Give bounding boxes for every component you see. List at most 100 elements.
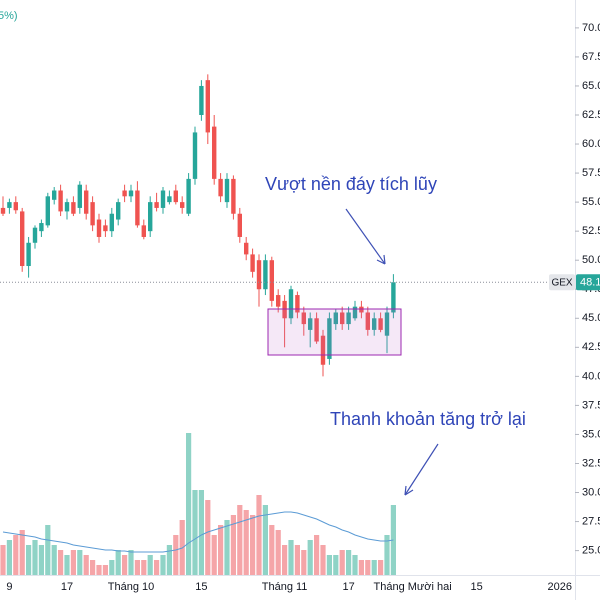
candle-body <box>378 318 383 330</box>
volume-bar <box>115 550 121 575</box>
volume-bar <box>160 555 166 575</box>
y-tick-label: 52.5 <box>582 225 600 237</box>
volume-bar <box>6 540 12 575</box>
candle-body <box>391 282 396 313</box>
volume-bar <box>320 545 326 575</box>
volume-bar <box>378 560 384 575</box>
volume-bar <box>358 560 364 575</box>
y-tick-label: 55.0 <box>582 196 600 208</box>
volume-bar <box>262 505 268 575</box>
volume-bar <box>218 525 224 575</box>
marks <box>0 74 396 575</box>
candle-body <box>244 242 249 255</box>
candle-body <box>327 318 332 359</box>
candle-body <box>256 260 262 290</box>
candle-body <box>263 260 268 290</box>
volume-bar <box>96 565 102 575</box>
candle-body <box>64 202 70 212</box>
candle-body <box>276 295 281 307</box>
volume-bar <box>58 550 64 575</box>
x-tick-label: Tháng 11 <box>262 581 308 593</box>
candle-body <box>237 213 242 237</box>
candle-body <box>0 207 6 214</box>
candle-body <box>90 202 95 226</box>
candle-body <box>340 312 345 325</box>
candle-body <box>250 254 255 272</box>
volume-bar <box>346 550 352 575</box>
volume-bar <box>275 530 281 575</box>
x-tick-label: 2026 <box>548 581 572 593</box>
volume-bar <box>237 505 243 575</box>
x-tick-label: Tháng Mười hai <box>374 581 452 593</box>
candle-body <box>365 312 370 330</box>
candle-body <box>218 178 223 197</box>
volume-bar <box>77 550 83 575</box>
volume-bar <box>307 540 313 575</box>
volume-ma-line <box>2 511 394 553</box>
candle-body <box>282 300 287 319</box>
candle-body <box>231 178 236 214</box>
arrow <box>404 443 439 496</box>
y-tick-label: 70.0 <box>582 22 600 34</box>
candle-body <box>135 190 140 226</box>
volume-bar <box>365 560 371 575</box>
x-tick-label: 9 <box>6 581 12 593</box>
volume-bar <box>13 535 19 575</box>
candle-body <box>301 312 306 325</box>
y-tick-label: 30.0 <box>582 486 600 498</box>
volume-bar <box>19 530 25 575</box>
candle-body <box>141 225 146 237</box>
symbol-label: GEX <box>551 277 572 288</box>
volume-bar <box>32 540 38 575</box>
candle-body <box>384 312 390 336</box>
candle-body <box>167 196 172 203</box>
price-tag <box>576 274 600 291</box>
y-tick-label: 42.5 <box>582 341 600 353</box>
volume-bar <box>122 555 128 575</box>
price-tag-label: 48.1 <box>580 277 600 289</box>
candle-body <box>173 190 178 203</box>
legend-fragment: 5%) <box>0 10 18 22</box>
candle-body <box>192 132 198 179</box>
y-tick-label: 32.5 <box>582 457 600 469</box>
candle-body <box>352 306 358 319</box>
arrow-head <box>404 485 414 496</box>
volume-bar <box>45 525 51 575</box>
volume-bar <box>224 520 230 575</box>
candle-body <box>288 289 294 319</box>
volume-bar <box>230 515 236 575</box>
volume-bar <box>70 550 76 575</box>
volume-bar <box>102 565 108 575</box>
candle-body <box>109 213 114 232</box>
volume-bar <box>147 555 153 575</box>
candle-body <box>269 260 274 301</box>
volume-bar <box>314 535 320 575</box>
volume-bar <box>269 525 275 575</box>
volume-bar <box>243 510 249 575</box>
candle-body <box>26 242 31 267</box>
candle-body <box>77 184 82 208</box>
candle-body <box>84 190 89 214</box>
y-tick-label: 57.5 <box>582 167 600 179</box>
candle-body <box>96 219 102 237</box>
volume-bar <box>173 535 179 575</box>
candle-body <box>7 202 12 208</box>
volume-bar <box>384 535 390 575</box>
candle-body <box>212 126 217 179</box>
volume-bar <box>83 555 89 575</box>
x-tick-label: 15 <box>470 581 482 593</box>
candle-body <box>154 202 159 208</box>
volume-bar <box>250 515 256 575</box>
volume-bar <box>64 555 70 575</box>
volume-bar <box>326 555 332 575</box>
volume-bar <box>205 500 211 575</box>
candle-body <box>186 178 191 214</box>
y-tick-label: 50.0 <box>582 254 600 266</box>
range-box <box>267 308 402 356</box>
y-tick-label: 25.0 <box>582 545 600 557</box>
candle-body <box>180 202 185 208</box>
volume-bar <box>0 545 6 575</box>
volume-bar <box>192 490 198 575</box>
